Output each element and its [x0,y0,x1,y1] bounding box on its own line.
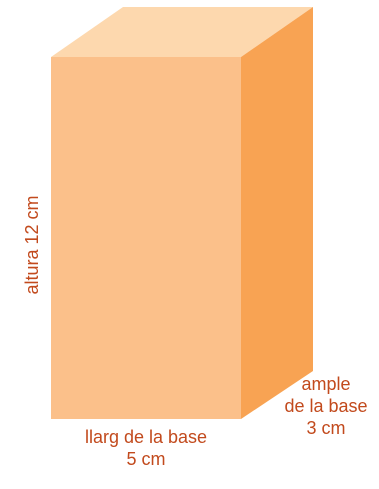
base-length-label-line1: llarg de la base [84,427,208,447]
base-length-label: llarg de la base 5 cm [56,426,236,470]
base-width-label-value: 3 cm [306,418,346,438]
base-length-label-value: 5 cm [126,449,166,469]
height-label: altura 12 cm [22,195,42,295]
base-width-label: ample de la base 3 cm [261,373,379,439]
prism-side-face [241,7,313,419]
prism-front-face [51,57,241,419]
base-width-label-line1: ample [301,374,351,394]
prism-top-face [51,7,313,57]
base-width-label-line2: de la base [284,396,368,416]
